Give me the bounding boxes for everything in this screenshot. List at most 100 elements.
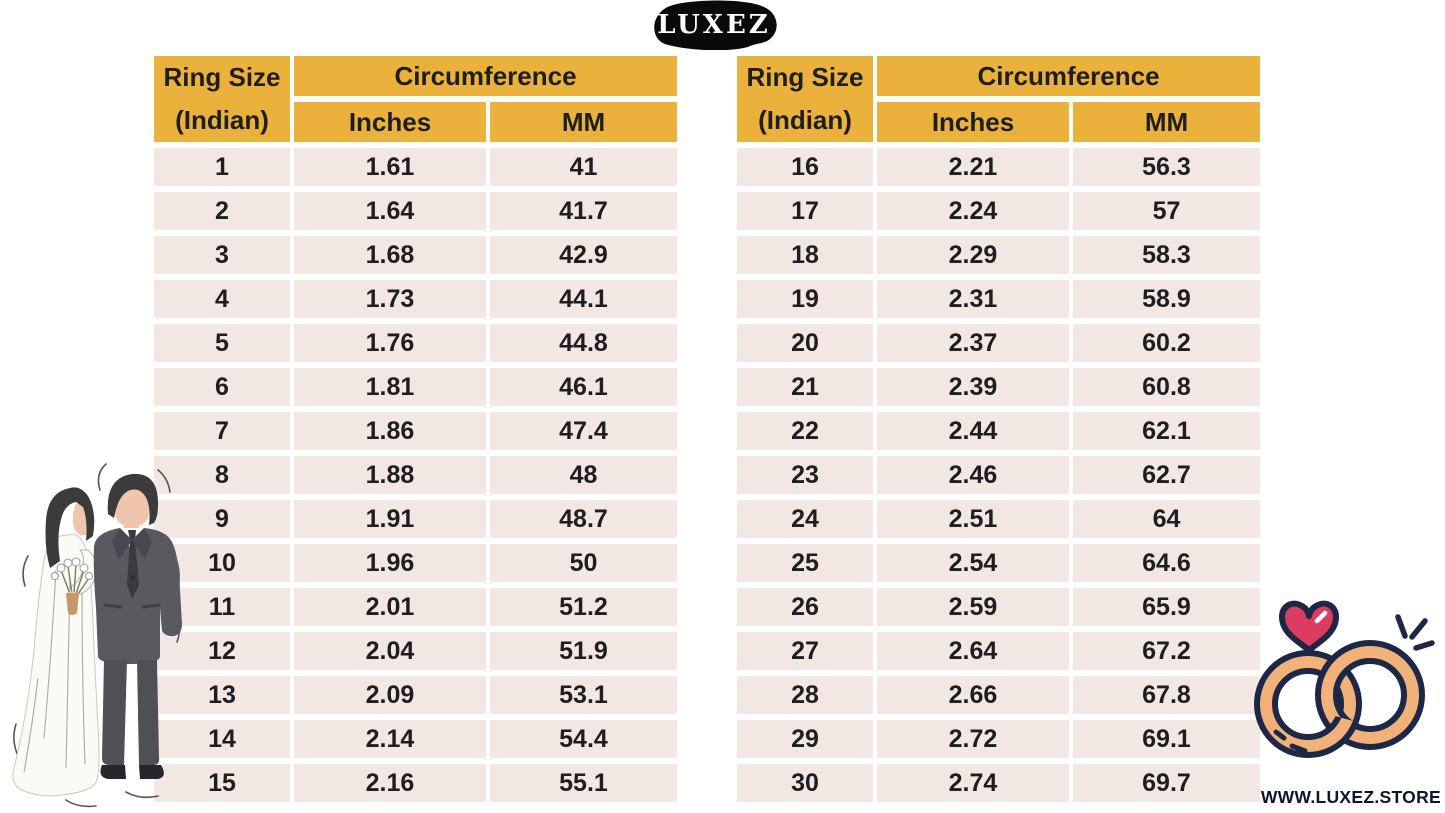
size-table: Ring Size (Indian) Circumference Inches … [733,50,1264,808]
ring-right [1315,640,1425,750]
ring-size-cell: 4 [154,280,290,318]
table-body: 1 1.61 41 2 1.64 41.7 3 1.68 42.9 4 1.73 44.1 5 1.76 4… [154,148,677,802]
ring-size-cell: 9 [154,500,290,538]
mm-cell: 46.1 [490,368,677,406]
ring-size-table-16-30: Ring Size (Indian) Circumference Inches … [733,50,1264,808]
inches-cell: 2.14 [294,720,486,758]
inches-cell: 2.04 [294,632,486,670]
ring-size-cell: 24 [737,500,873,538]
table-row: 4 1.73 44.1 [154,280,677,318]
table-row: 7 1.86 47.4 [154,412,677,450]
mm-cell: 64.6 [1073,544,1260,582]
ring-size-cell: 26 [737,588,873,626]
inches-cell: 2.44 [877,412,1069,450]
mm-cell: 57 [1073,192,1260,230]
mm-cell: 64 [1073,500,1260,538]
ring-size-cell: 2 [154,192,290,230]
logo-text: LUXEZ [657,10,771,40]
table-row: 12 2.04 51.9 [154,632,677,670]
ring-size-cell: 20 [737,324,873,362]
inches-cell: 1.91 [294,500,486,538]
mm-cell: 54.4 [490,720,677,758]
header-mm: MM [490,102,677,142]
header-circumference: Circumference [877,56,1260,96]
table-row: 27 2.64 67.2 [737,632,1260,670]
ring-size-cell: 1 [154,148,290,186]
mm-cell: 53.1 [490,676,677,714]
brand-logo: LUXEZ [644,0,784,50]
mm-cell: 62.1 [1073,412,1260,450]
inches-cell: 1.88 [294,456,486,494]
inches-cell: 2.66 [877,676,1069,714]
table-row: 3 1.68 42.9 [154,236,677,274]
table-row: 26 2.59 65.9 [737,588,1260,626]
table-row: 22 2.44 62.1 [737,412,1260,450]
ring-size-cell: 8 [154,456,290,494]
table-row: 8 1.88 48 [154,456,677,494]
inches-cell: 2.37 [877,324,1069,362]
inches-cell: 2.51 [877,500,1069,538]
mm-cell: 51.2 [490,588,677,626]
header-mm: MM [1073,102,1260,142]
sparkle-icon [1395,614,1435,651]
mm-cell: 69.7 [1073,764,1260,802]
ring-size-cell: 27 [737,632,873,670]
table-row: 28 2.66 67.8 [737,676,1260,714]
inches-cell: 1.96 [294,544,486,582]
mm-cell: 65.9 [1073,588,1260,626]
website-url: WWW.LUXEZ.STORE [1260,787,1441,807]
inches-cell: 2.74 [877,764,1069,802]
table-row: 30 2.74 69.7 [737,764,1260,802]
table-row: 6 1.81 46.1 [154,368,677,406]
ring-size-cell: 16 [737,148,873,186]
ring-size-cell: 12 [154,632,290,670]
header-ring-size-line2: (Indian) [758,105,852,135]
mm-cell: 67.8 [1073,676,1260,714]
ring-size-cell: 18 [737,236,873,274]
ring-size-cell: 6 [154,368,290,406]
table-row: 10 1.96 50 [154,544,677,582]
inches-cell: 1.76 [294,324,486,362]
mm-cell: 44.8 [490,324,677,362]
mm-cell: 56.3 [1073,148,1260,186]
table-row: 19 2.31 58.9 [737,280,1260,318]
ring-size-cell: 3 [154,236,290,274]
mm-cell: 69.1 [1073,720,1260,758]
inches-cell: 2.24 [877,192,1069,230]
logo-badge-shape [654,0,777,50]
inches-cell: 1.68 [294,236,486,274]
header-inches: Inches [294,102,486,142]
table-body: 16 2.21 56.3 17 2.24 57 18 2.29 58.3 19 2.31 58.9 20… [737,148,1260,802]
wedding-rings-icon [1254,600,1435,758]
mm-cell: 60.2 [1073,324,1260,362]
table-row: 5 1.76 44.8 [154,324,677,362]
mm-cell: 41.7 [490,192,677,230]
header-ring-size: Ring Size (Indian) [154,56,290,142]
inches-cell: 2.64 [877,632,1069,670]
table-row: 13 2.09 53.1 [154,676,677,714]
ring-size-cell: 17 [737,192,873,230]
inches-cell: 2.21 [877,148,1069,186]
inches-cell: 2.39 [877,368,1069,406]
ring-size-cell: 25 [737,544,873,582]
ring-size-cell: 7 [154,412,290,450]
mm-cell: 42.9 [490,236,677,274]
inches-cell: 2.09 [294,676,486,714]
ring-size-cell: 19 [737,280,873,318]
inches-cell: 2.72 [877,720,1069,758]
mm-cell: 41 [490,148,677,186]
inches-cell: 2.46 [877,456,1069,494]
header-inches: Inches [877,102,1069,142]
mm-cell: 47.4 [490,412,677,450]
inches-cell: 2.16 [294,764,486,802]
groom [93,473,182,779]
ring-size-cell: 5 [154,324,290,362]
inches-cell: 1.61 [294,148,486,186]
table-row: 1 1.61 41 [154,148,677,186]
table-row: 29 2.72 69.1 [737,720,1260,758]
wedding-couple-illustration [12,463,182,808]
mm-cell: 58.3 [1073,236,1260,274]
ring-size-cell: 29 [737,720,873,758]
mm-cell: 67.2 [1073,632,1260,670]
